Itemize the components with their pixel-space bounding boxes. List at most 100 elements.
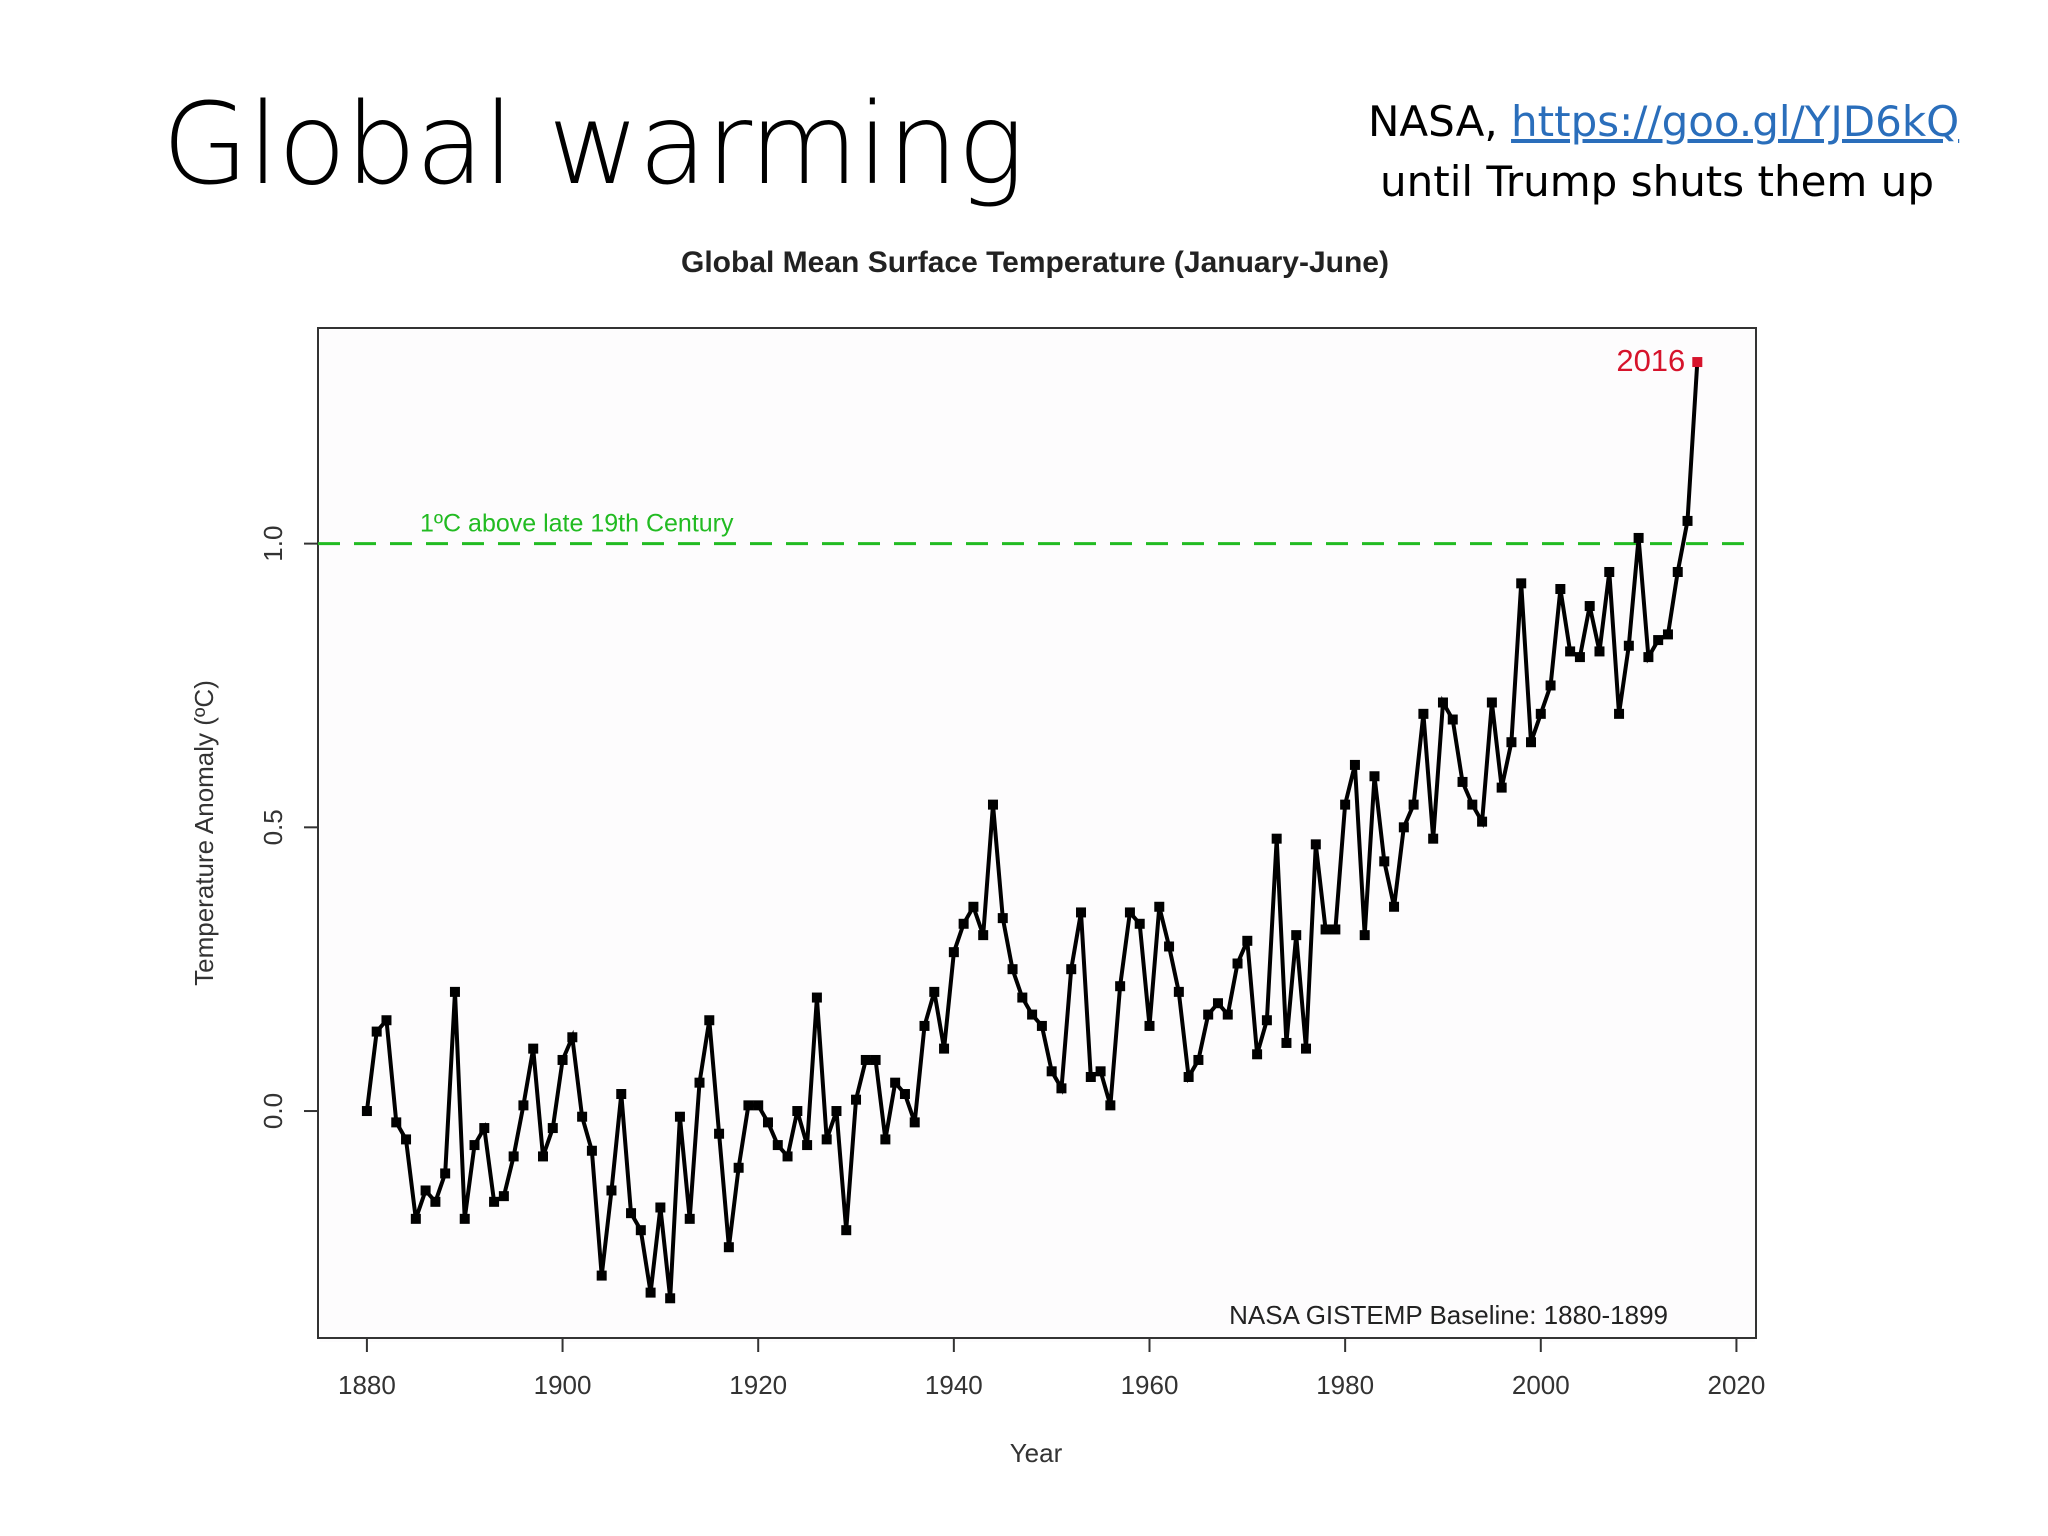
- series-point: [469, 1140, 480, 1151]
- series-point: [782, 1151, 793, 1162]
- series-point: [1477, 816, 1488, 827]
- series-point: [762, 1117, 773, 1128]
- series-point: [714, 1128, 725, 1139]
- series-point: [792, 1106, 803, 1117]
- series-point: [1115, 981, 1126, 992]
- series-point: [1017, 992, 1028, 1003]
- series-point: [1164, 941, 1175, 952]
- series-point: [694, 1077, 705, 1088]
- series-point: [1594, 646, 1605, 657]
- series-point: [899, 1089, 910, 1100]
- series-point: [851, 1094, 862, 1105]
- series-point: [1643, 652, 1654, 663]
- series-point: [606, 1185, 617, 1196]
- series-point: [1105, 1100, 1116, 1111]
- series-point: [802, 1140, 813, 1151]
- highlight-label: 2016: [1616, 343, 1685, 378]
- series-point: [489, 1196, 500, 1207]
- series-point: [1653, 635, 1664, 646]
- series-point: [391, 1117, 402, 1128]
- series-point: [371, 1026, 382, 1037]
- series-point: [1173, 986, 1184, 997]
- source-note: until Trump shuts them up: [1380, 157, 1934, 206]
- series-point: [518, 1100, 529, 1111]
- series-point: [939, 1043, 950, 1054]
- y-axis-label: Temperature Anomaly (ºC): [189, 680, 219, 986]
- x-tick-label: 1940: [925, 1370, 983, 1400]
- series-point: [704, 1015, 715, 1026]
- series-point: [1408, 799, 1419, 810]
- series-point: [440, 1168, 451, 1179]
- series-point: [1672, 566, 1683, 577]
- series-point: [1330, 924, 1341, 935]
- series-point: [645, 1287, 656, 1298]
- x-axis-label: Year: [1010, 1438, 1063, 1468]
- series-point: [1437, 697, 1448, 708]
- series-point: [430, 1196, 441, 1207]
- series-point: [1496, 782, 1507, 793]
- series-point: [665, 1293, 676, 1304]
- series-point: [547, 1123, 558, 1134]
- series-point: [1291, 930, 1302, 941]
- series-point: [1447, 714, 1458, 725]
- series-point: [401, 1134, 412, 1145]
- series-point: [381, 1015, 392, 1026]
- highlight-point: [1692, 357, 1703, 368]
- series-point: [1555, 584, 1566, 595]
- series-point: [968, 901, 979, 912]
- series-point: [1076, 907, 1087, 918]
- series-point: [1320, 924, 1331, 935]
- temperature-series-points: [361, 357, 1703, 1304]
- series-point: [1486, 697, 1497, 708]
- plot-background: [320, 330, 1755, 1342]
- series-point: [1036, 1020, 1047, 1031]
- series-point: [1379, 856, 1390, 867]
- source-link[interactable]: https://goo.gl/YJD6kQ: [1511, 97, 1960, 146]
- series-point: [1584, 601, 1595, 612]
- series-point: [909, 1117, 920, 1128]
- series-point: [1457, 776, 1468, 787]
- series-point: [635, 1225, 646, 1236]
- series-point: [958, 918, 969, 929]
- series-point: [1144, 1020, 1155, 1031]
- series-point: [811, 992, 822, 1003]
- series-point: [997, 913, 1008, 924]
- series-point: [1046, 1066, 1057, 1077]
- series-point: [841, 1225, 852, 1236]
- series-point: [1633, 532, 1644, 543]
- series-point: [1242, 935, 1253, 946]
- series-point: [528, 1043, 539, 1054]
- chart-title: Global Mean Surface Temperature (January…: [681, 246, 1389, 279]
- series-point: [1252, 1049, 1263, 1060]
- series-point: [586, 1145, 597, 1156]
- x-tick-label: 2000: [1512, 1370, 1570, 1400]
- series-point: [626, 1208, 637, 1219]
- series-point: [1398, 822, 1409, 833]
- series-point: [870, 1054, 881, 1065]
- series-point: [420, 1185, 431, 1196]
- series-point: [1095, 1066, 1106, 1077]
- series-point: [1623, 640, 1634, 651]
- series-point: [860, 1054, 871, 1065]
- series-point: [1027, 1009, 1038, 1020]
- series-point: [1604, 566, 1615, 577]
- series-point: [596, 1270, 607, 1281]
- y-axis: 0.0 0.5 1.0: [258, 526, 319, 1129]
- series-point: [567, 1032, 578, 1043]
- series-point: [557, 1054, 568, 1065]
- series-point: [1193, 1054, 1204, 1065]
- series-point: [361, 1106, 372, 1117]
- source-prefix: NASA,: [1368, 97, 1512, 146]
- x-axis: 1880 1900 1920 1940 1960 1980 2000 2020: [338, 1337, 1765, 1400]
- series-point: [479, 1123, 490, 1134]
- series-point: [1614, 708, 1625, 719]
- series-point: [890, 1077, 901, 1088]
- series-point: [772, 1140, 783, 1151]
- series-point: [1222, 1009, 1233, 1020]
- series-point: [978, 930, 989, 941]
- series-point: [1301, 1043, 1312, 1054]
- x-tick-label: 1920: [729, 1370, 787, 1400]
- series-point: [929, 986, 940, 997]
- series-point: [1183, 1071, 1194, 1082]
